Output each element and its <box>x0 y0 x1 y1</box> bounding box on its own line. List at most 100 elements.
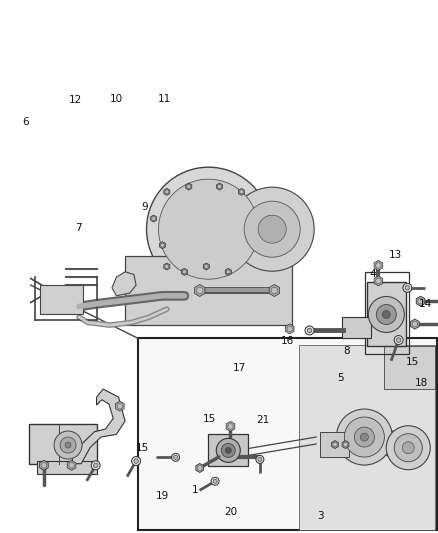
Polygon shape <box>203 263 209 270</box>
Circle shape <box>227 424 233 429</box>
Circle shape <box>212 479 217 483</box>
Circle shape <box>211 477 219 486</box>
Circle shape <box>41 463 46 468</box>
Circle shape <box>417 298 422 304</box>
Text: 21: 21 <box>255 415 268 425</box>
Circle shape <box>402 284 411 292</box>
Polygon shape <box>216 183 222 190</box>
Circle shape <box>182 270 186 274</box>
Circle shape <box>239 190 243 194</box>
Circle shape <box>160 243 164 247</box>
Circle shape <box>221 443 235 457</box>
Polygon shape <box>115 401 124 411</box>
Polygon shape <box>226 422 234 431</box>
Circle shape <box>91 461 100 470</box>
Text: 15: 15 <box>405 358 418 367</box>
Circle shape <box>173 455 177 459</box>
Circle shape <box>401 442 413 454</box>
Text: 12: 12 <box>69 95 82 104</box>
Polygon shape <box>238 188 244 196</box>
Polygon shape <box>67 461 76 470</box>
Text: 3: 3 <box>316 511 323 521</box>
Circle shape <box>216 438 240 463</box>
Circle shape <box>286 326 292 332</box>
Circle shape <box>404 286 409 290</box>
Circle shape <box>332 442 336 447</box>
Circle shape <box>343 417 384 457</box>
Polygon shape <box>225 268 231 276</box>
Polygon shape <box>150 215 156 222</box>
Circle shape <box>257 457 261 462</box>
Circle shape <box>171 453 179 462</box>
Circle shape <box>343 442 347 447</box>
Circle shape <box>336 409 392 465</box>
Bar <box>342 317 370 338</box>
Text: 18: 18 <box>414 378 427 387</box>
Text: 10: 10 <box>110 94 123 103</box>
Circle shape <box>152 216 155 221</box>
Circle shape <box>307 328 311 333</box>
Circle shape <box>411 321 417 327</box>
Circle shape <box>226 270 230 274</box>
Circle shape <box>393 336 402 344</box>
Circle shape <box>375 278 380 284</box>
Circle shape <box>117 403 122 409</box>
Polygon shape <box>163 263 170 270</box>
Text: 15: 15 <box>203 414 216 424</box>
Circle shape <box>204 264 208 269</box>
Text: 5: 5 <box>336 374 343 383</box>
Circle shape <box>360 433 367 441</box>
Circle shape <box>381 310 389 319</box>
Bar <box>39 285 83 314</box>
Circle shape <box>217 184 221 189</box>
Circle shape <box>54 431 82 459</box>
Circle shape <box>146 167 270 291</box>
Circle shape <box>196 287 203 294</box>
Circle shape <box>304 326 313 335</box>
Polygon shape <box>195 464 203 472</box>
Text: 15: 15 <box>136 443 149 453</box>
Circle shape <box>93 463 98 467</box>
Text: 17: 17 <box>232 363 245 373</box>
Circle shape <box>134 459 138 463</box>
Text: 20: 20 <box>223 507 237 516</box>
Text: 7: 7 <box>74 223 81 233</box>
Circle shape <box>131 457 140 465</box>
Circle shape <box>165 264 168 269</box>
Circle shape <box>375 263 380 268</box>
Polygon shape <box>194 285 205 296</box>
Circle shape <box>69 463 74 468</box>
Circle shape <box>165 190 168 194</box>
Polygon shape <box>415 296 424 306</box>
Circle shape <box>230 187 314 271</box>
Text: 9: 9 <box>141 202 148 212</box>
Text: 14: 14 <box>417 299 431 309</box>
Circle shape <box>187 184 190 189</box>
Circle shape <box>353 427 374 447</box>
Bar <box>138 338 436 530</box>
Text: 16: 16 <box>280 336 293 346</box>
Circle shape <box>367 296 403 333</box>
Polygon shape <box>410 319 418 329</box>
Circle shape <box>225 447 231 454</box>
Circle shape <box>255 455 263 464</box>
Text: 19: 19 <box>155 491 169 500</box>
Polygon shape <box>285 324 293 334</box>
Text: 4: 4 <box>368 270 375 279</box>
Polygon shape <box>185 183 191 190</box>
Bar <box>383 346 434 389</box>
Bar <box>125 256 291 325</box>
Circle shape <box>270 287 277 294</box>
Bar <box>37 461 96 474</box>
Circle shape <box>375 304 396 325</box>
Polygon shape <box>373 261 382 270</box>
Circle shape <box>258 215 286 243</box>
Circle shape <box>385 426 429 470</box>
Bar <box>366 282 405 346</box>
Bar <box>28 424 96 464</box>
Polygon shape <box>72 389 125 464</box>
Polygon shape <box>331 440 338 449</box>
Bar <box>320 432 348 457</box>
Polygon shape <box>39 461 48 470</box>
Text: 8: 8 <box>343 346 350 356</box>
